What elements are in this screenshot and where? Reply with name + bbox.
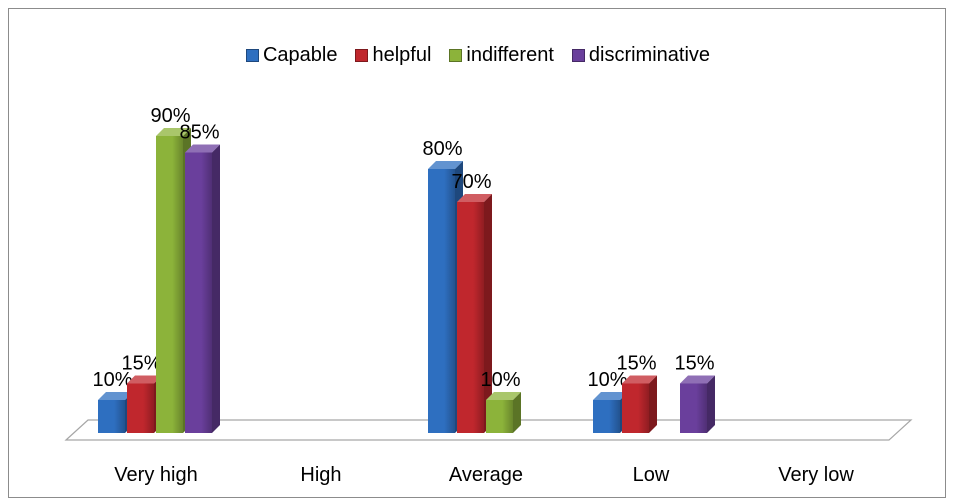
legend-item-discriminative: discriminative <box>571 44 711 67</box>
data-label: 15% <box>616 353 656 375</box>
bar-indifferent-average <box>486 392 521 433</box>
bar-helpful-average <box>457 194 492 433</box>
data-label: 10% <box>92 369 132 391</box>
data-label: 90% <box>150 105 190 127</box>
legend-item-indifferent: indifferent <box>449 44 554 67</box>
legend-item-helpful: helpful <box>355 44 431 67</box>
legend-item-capable: Capable <box>245 44 338 67</box>
bar-discriminative-low <box>680 375 715 433</box>
legend-label-discriminative: discriminative <box>588 44 711 66</box>
data-label: 10% <box>587 369 627 391</box>
bar-capable-low <box>593 392 628 433</box>
data-label: 85% <box>179 122 219 144</box>
data-label: 10% <box>480 369 520 391</box>
x-tick-label: High <box>300 464 341 486</box>
x-tick-label: Very low <box>778 464 854 486</box>
data-label: 70% <box>451 171 491 193</box>
legend-swatch-capable <box>245 49 259 62</box>
x-tick-label: Low <box>633 464 670 486</box>
legend-swatch-indifferent <box>449 49 463 62</box>
bar-discriminative-very-high <box>185 144 220 433</box>
data-label: 80% <box>422 138 462 160</box>
data-label: 15% <box>674 353 714 375</box>
x-tick-label: Average <box>449 464 523 486</box>
x-tick-label: Very high <box>114 464 197 486</box>
legend-swatch-discriminative <box>571 49 585 62</box>
chart-legend: Capable helpful indifferent discriminati… <box>0 44 956 67</box>
legend-label-indifferent: indifferent <box>466 44 554 66</box>
bar-helpful-low <box>622 375 657 433</box>
legend-label-capable: Capable <box>262 44 338 66</box>
legend-label-helpful: helpful <box>372 44 432 66</box>
legend-swatch-helpful <box>355 49 369 62</box>
data-label: 15% <box>121 353 161 375</box>
